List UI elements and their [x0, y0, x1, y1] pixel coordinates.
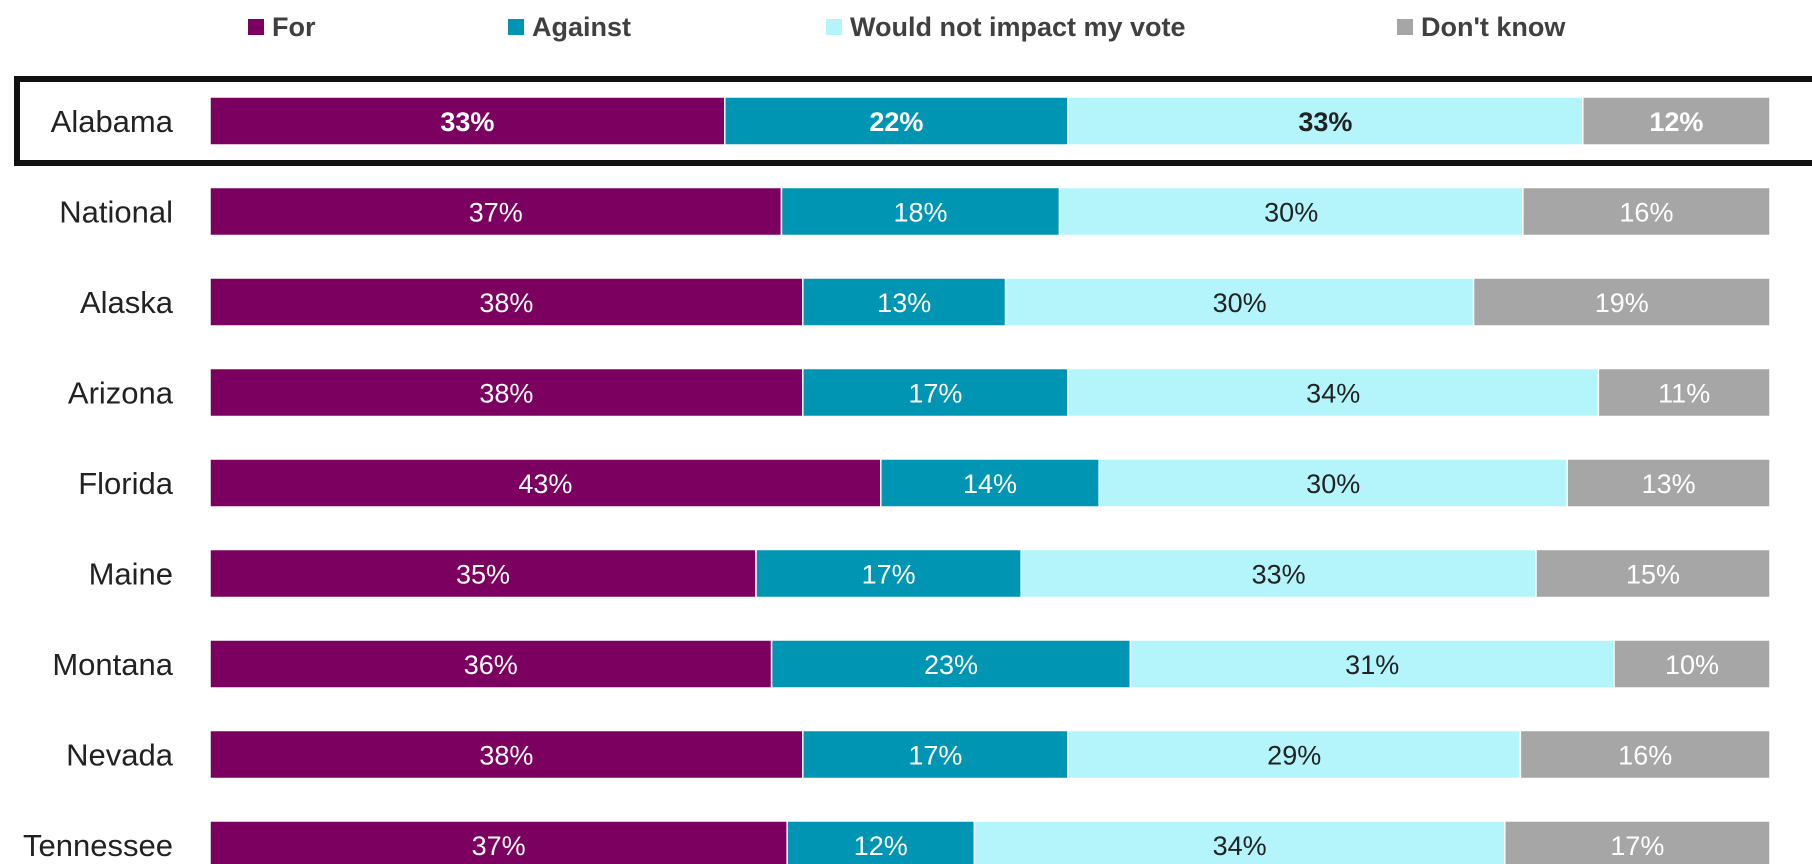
- bar-alaska-against: [802, 277, 1007, 327]
- legend-swatch-would-not-impact-my-vote: [826, 19, 842, 35]
- bar-nevada-don-t-know: [1519, 729, 1771, 780]
- bar-alaska-for: [209, 277, 804, 327]
- data-label-alaska-would-not-impact-my-vote: 30%: [1213, 288, 1267, 318]
- data-label-montana-for: 36%: [464, 650, 518, 680]
- bar-nevada-against: [802, 729, 1069, 780]
- category-label-alaska: Alaska: [80, 285, 174, 320]
- data-label-national-would-not-impact-my-vote: 30%: [1264, 198, 1318, 228]
- bar-arizona-against: [802, 367, 1069, 418]
- data-label-florida-for: 43%: [518, 469, 572, 499]
- bar-tennessee-would-not-impact-my-vote: [973, 820, 1506, 864]
- bar-national-against: [780, 186, 1061, 237]
- data-label-montana-would-not-impact-my-vote: 31%: [1345, 650, 1399, 680]
- bar-alaska-don-t-know: [1472, 277, 1771, 327]
- legend-label-against: Against: [532, 12, 631, 42]
- bar-national-don-t-know: [1522, 186, 1771, 237]
- data-label-alaska-don-t-know: 19%: [1595, 288, 1649, 318]
- highlight-box-alabama: [14, 76, 1812, 166]
- legend-swatch-against: [508, 19, 524, 35]
- data-label-alabama-against: 22%: [869, 107, 923, 137]
- data-label-national-against: 18%: [893, 198, 947, 228]
- data-label-tennessee-for: 37%: [472, 831, 526, 861]
- legend: For Against Would not impact my vote Don't …: [248, 12, 1566, 42]
- bar-arizona-would-not-impact-my-vote: [1067, 367, 1600, 418]
- bar-alabama-don-t-know: [1582, 96, 1771, 146]
- data-label-alaska-for: 38%: [479, 288, 533, 318]
- bar-tennessee-don-t-know: [1504, 820, 1771, 864]
- data-label-florida-don-t-know: 13%: [1642, 469, 1696, 499]
- data-label-arizona-would-not-impact-my-vote: 34%: [1306, 379, 1360, 409]
- bar-maine-for: [209, 548, 757, 599]
- data-label-maine-for: 35%: [456, 560, 510, 590]
- bar-montana-for: [209, 639, 773, 689]
- bar-alaska-would-not-impact-my-vote: [1004, 277, 1475, 327]
- bar-arizona-don-t-know: [1597, 367, 1771, 418]
- data-label-nevada-for: 38%: [479, 741, 533, 771]
- data-label-maine-against: 17%: [862, 560, 916, 590]
- data-label-nevada-would-not-impact-my-vote: 29%: [1267, 741, 1321, 771]
- bar-maine-don-t-know: [1535, 548, 1771, 599]
- data-label-maine-don-t-know: 15%: [1626, 560, 1680, 590]
- bar-nevada-would-not-impact-my-vote: [1067, 729, 1522, 780]
- category-label-national: National: [59, 195, 173, 230]
- data-label-alabama-for: 33%: [440, 107, 494, 137]
- category-label-alabama: Alabama: [51, 104, 174, 139]
- data-label-montana-don-t-know: 10%: [1665, 650, 1719, 680]
- bar-arizona-for: [209, 367, 804, 418]
- data-label-alabama-would-not-impact-my-vote: 33%: [1298, 107, 1352, 137]
- plot-area: Alabama 33% 22% 33% 12% National 37% 18% 30% 16% A…: [14, 76, 1812, 864]
- data-label-national-don-t-know: 16%: [1619, 198, 1673, 228]
- data-label-maine-would-not-impact-my-vote: 33%: [1252, 560, 1306, 590]
- bar-nevada-for: [209, 729, 804, 780]
- data-label-tennessee-don-t-know: 17%: [1610, 831, 1664, 861]
- data-label-florida-against: 14%: [963, 469, 1017, 499]
- bar-tennessee-for: [209, 820, 788, 864]
- bar-montana-don-t-know: [1613, 639, 1771, 689]
- category-label-florida: Florida: [78, 466, 174, 501]
- category-label-arizona: Arizona: [68, 376, 174, 411]
- bar-montana-against: [770, 639, 1132, 689]
- data-label-alabama-don-t-know: 12%: [1649, 107, 1703, 137]
- legend-label-don-t-know: Don't know: [1421, 12, 1566, 42]
- data-label-florida-would-not-impact-my-vote: 30%: [1306, 469, 1360, 499]
- bar-florida-for: [209, 458, 882, 508]
- bar-florida-against: [880, 458, 1100, 508]
- bar-florida-would-not-impact-my-vote: [1098, 458, 1568, 508]
- data-label-nevada-don-t-know: 16%: [1618, 741, 1672, 771]
- category-label-montana: Montana: [52, 647, 173, 682]
- data-label-arizona-against: 17%: [908, 379, 962, 409]
- category-label-maine: Maine: [89, 557, 173, 592]
- bar-alabama-would-not-impact-my-vote: [1067, 96, 1584, 146]
- data-label-arizona-for: 38%: [479, 379, 533, 409]
- bar-alabama-for: [209, 96, 726, 146]
- legend-swatch-don-t-know: [1397, 19, 1413, 35]
- bar-alabama-against: [724, 96, 1069, 146]
- data-label-national-for: 37%: [469, 198, 523, 228]
- bar-florida-don-t-know: [1566, 458, 1771, 508]
- category-label-nevada: Nevada: [66, 738, 174, 773]
- data-label-tennessee-against: 12%: [854, 831, 908, 861]
- data-label-alaska-against: 13%: [877, 288, 931, 318]
- data-label-tennessee-would-not-impact-my-vote: 34%: [1213, 831, 1267, 861]
- data-label-nevada-against: 17%: [908, 741, 962, 771]
- legend-swatch-for: [248, 19, 264, 35]
- legend-label-for: For: [272, 12, 316, 42]
- bar-montana-would-not-impact-my-vote: [1129, 639, 1615, 689]
- bar-maine-would-not-impact-my-vote: [1020, 548, 1537, 599]
- legend-label-would-not-impact-my-vote: Would not impact my vote: [850, 12, 1186, 42]
- data-label-arizona-don-t-know: 11%: [1658, 379, 1710, 409]
- category-label-tennessee: Tennessee: [23, 828, 173, 863]
- data-label-montana-against: 23%: [924, 650, 978, 680]
